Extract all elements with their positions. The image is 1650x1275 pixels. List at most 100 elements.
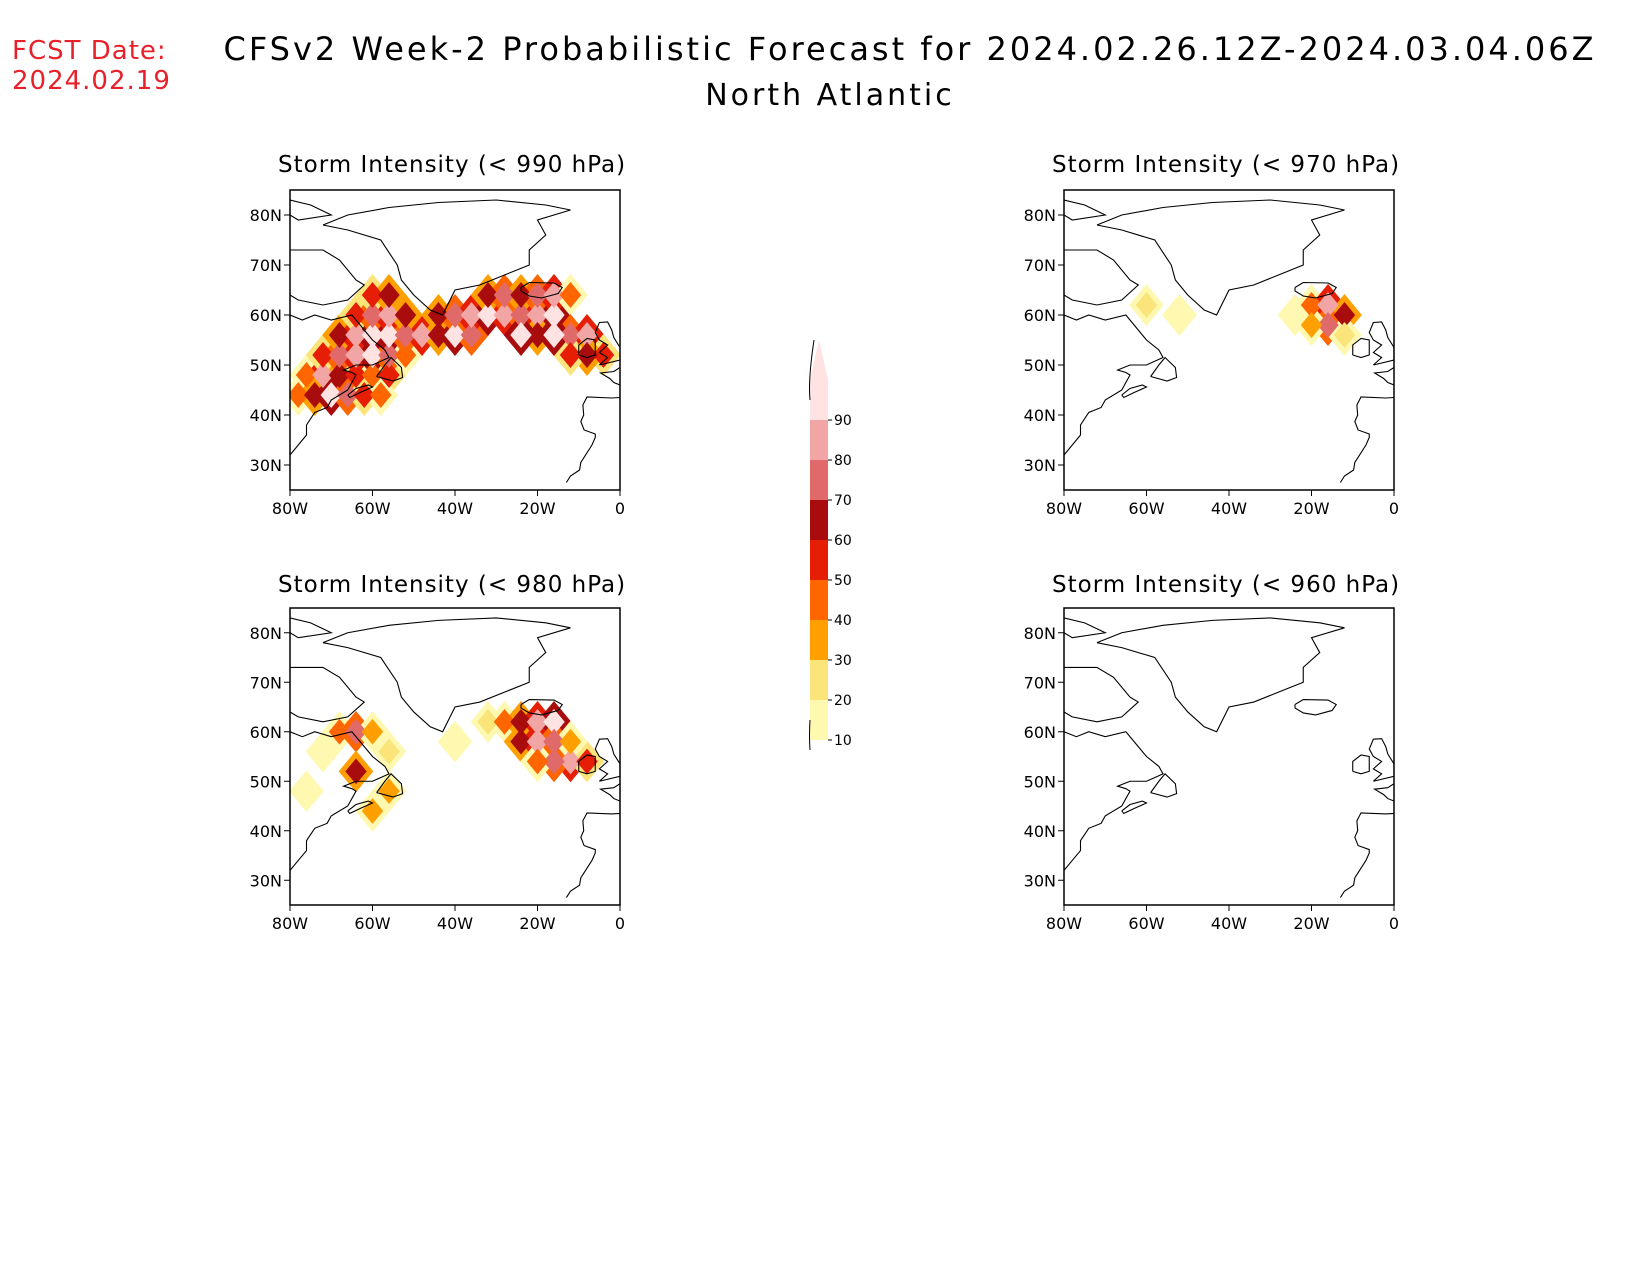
lon-tick-label: 20W: [519, 914, 555, 933]
lon-tick-label: 40W: [437, 499, 473, 518]
coastline: [1064, 249, 1140, 306]
prob-cell: [460, 322, 483, 348]
prob-cell: [493, 708, 516, 735]
prob-cell: [378, 778, 400, 805]
coastline: [1294, 281, 1338, 299]
map-p960: 80N 70N 60N 50N 40N 30N 80W 60W 40W 20W 0: [1024, 607, 1399, 933]
lat-tick-label: 60N: [250, 306, 282, 325]
prob-cell: [510, 708, 532, 735]
prob-cell: [290, 382, 309, 408]
prob-cell: [345, 302, 367, 328]
prob-cell: [361, 362, 384, 388]
prob-cell: [370, 382, 392, 408]
coastline: [290, 617, 334, 639]
prob-cell: [526, 322, 549, 348]
prob-cell: [576, 322, 598, 348]
prob-cell: [526, 728, 549, 755]
prob-cell: [411, 322, 433, 348]
coastline: [594, 738, 620, 782]
prob-cell: [1300, 312, 1323, 338]
prob-cell: [1300, 292, 1323, 318]
lat-tick-label: 50N: [250, 772, 282, 791]
prob-cell: [361, 302, 384, 328]
prob-cell: [394, 322, 417, 348]
prob-cell: [460, 302, 483, 328]
prob-cell: [295, 778, 318, 805]
colorbar-label: 30: [834, 653, 852, 669]
colorbar-segment: [810, 460, 828, 500]
prob-cell: [312, 738, 334, 765]
prob-cell: [378, 302, 400, 328]
prob-cell: [559, 322, 582, 348]
prob-cell: [1333, 322, 1356, 348]
prob-cell: [543, 322, 565, 348]
coastline: [1150, 356, 1178, 382]
colorbar-label: 40: [834, 613, 852, 629]
prob-cell: [510, 322, 532, 348]
lat-tick-label: 50N: [1024, 356, 1056, 375]
prob-cell: [543, 748, 565, 775]
colorbar-segment: [810, 660, 828, 700]
coastline: [565, 812, 620, 898]
coastline: [1064, 666, 1140, 723]
prob-cell: [328, 362, 351, 388]
field-p970: [1064, 199, 1394, 483]
panel-title-970: Storm Intensity (< 970 hPa): [1052, 152, 1401, 178]
lon-tick-label: 60W: [1128, 914, 1164, 933]
field-p980: [290, 617, 620, 898]
coastline: [1096, 199, 1345, 316]
chart-title: CFSv2 Week-2 Probabilistic Forecast for …: [0, 30, 1650, 113]
colorbar-segment: [810, 580, 828, 620]
region-label: North Atlantic: [705, 78, 955, 113]
prob-cell: [510, 728, 532, 755]
coastline: [1064, 199, 1108, 221]
lat-tick-label: 80N: [250, 624, 282, 643]
coastline: [520, 281, 564, 299]
lat-tick-label: 30N: [1024, 456, 1056, 475]
lon-tick-label: 60W: [354, 914, 390, 933]
coastline: [1339, 396, 1394, 483]
colorbar-segment: [810, 700, 828, 740]
panel-title-960: Storm Intensity (< 960 hPa): [1052, 572, 1401, 598]
lon-tick-label: 80W: [272, 499, 308, 518]
coastline: [1064, 314, 1164, 456]
prob-cell: [394, 302, 417, 328]
colorbar-segment: [810, 420, 828, 460]
coastline: [598, 783, 620, 802]
map-p980: 80N 70N 60N 50N 40N 30N 80W 60W 40W 20W 0: [250, 607, 625, 933]
title-line: CFSv2 Week-2 Probabilistic Forecast for …: [223, 30, 1597, 68]
prob-cell: [1135, 292, 1158, 318]
prob-cell: [526, 708, 549, 735]
prob-cell: [361, 342, 384, 368]
map-p990: 80N 70N 60N 50N 40N 30N 80W 60W 40W 20W 0: [250, 189, 625, 518]
lat-tick-label: 40N: [250, 406, 282, 425]
map-frame: [1063, 607, 1395, 906]
coastline: [1352, 337, 1370, 359]
prob-cell: [1333, 302, 1356, 328]
coastline: [520, 699, 564, 716]
prob-cell: [378, 282, 400, 308]
lat-tick-label: 80N: [250, 206, 282, 225]
map-p970: 80N 70N 60N 50N 40N 30N 80W 60W 40W 20W 0: [1024, 189, 1399, 518]
coastline: [1121, 384, 1148, 399]
lat-tick-label: 30N: [250, 871, 282, 890]
lat-tick-label: 30N: [250, 456, 282, 475]
prob-cell: [543, 728, 565, 755]
prob-cell: [328, 322, 351, 348]
lon-tick-label: 60W: [1128, 499, 1164, 518]
colorbar-label: 70: [834, 493, 852, 509]
lon-tick-label: 80W: [1046, 914, 1082, 933]
lat-tick-label: 60N: [250, 723, 282, 742]
coastline: [322, 617, 571, 733]
coastline: [290, 666, 366, 723]
prob-cell: [444, 302, 466, 328]
coastline: [1064, 731, 1164, 871]
prob-cell: [559, 728, 582, 755]
prob-cell: [345, 342, 367, 368]
prob-cell: [394, 342, 417, 368]
coastline: [1372, 783, 1394, 802]
prob-cell: [510, 282, 532, 308]
lon-tick-label: 0: [615, 499, 625, 518]
prob-cell: [477, 302, 499, 328]
